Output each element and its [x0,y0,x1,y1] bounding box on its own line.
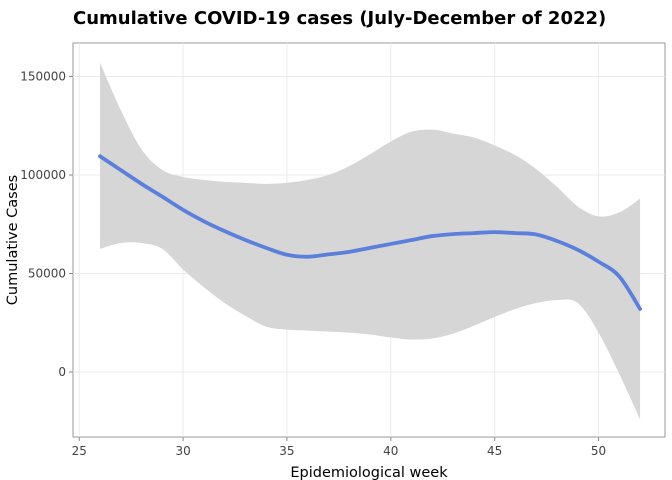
confidence-band [100,62,641,420]
x-axis-label: Epidemiological week [290,465,448,480]
y-axis-ticks: 0 50000 100000 150000 [20,69,73,379]
y-axis-label: Cumulative Cases [5,175,21,305]
x-tick-label: 45 [487,444,502,458]
x-tick-label: 25 [72,444,87,458]
y-tick-label: 50000 [28,266,66,280]
y-tick-label: 100000 [20,168,66,182]
y-tick-label: 0 [58,365,66,379]
x-tick-label: 30 [175,444,190,458]
x-tick-label: 50 [591,444,606,458]
y-tick-label: 150000 [20,69,66,83]
chart-title: Cumulative COVID-19 cases (July-December… [73,8,606,29]
x-axis-ticks: 25 30 35 40 45 50 [72,437,606,458]
x-tick-label: 35 [279,444,294,458]
series-line [98,154,642,311]
x-tick-label: 40 [383,444,398,458]
